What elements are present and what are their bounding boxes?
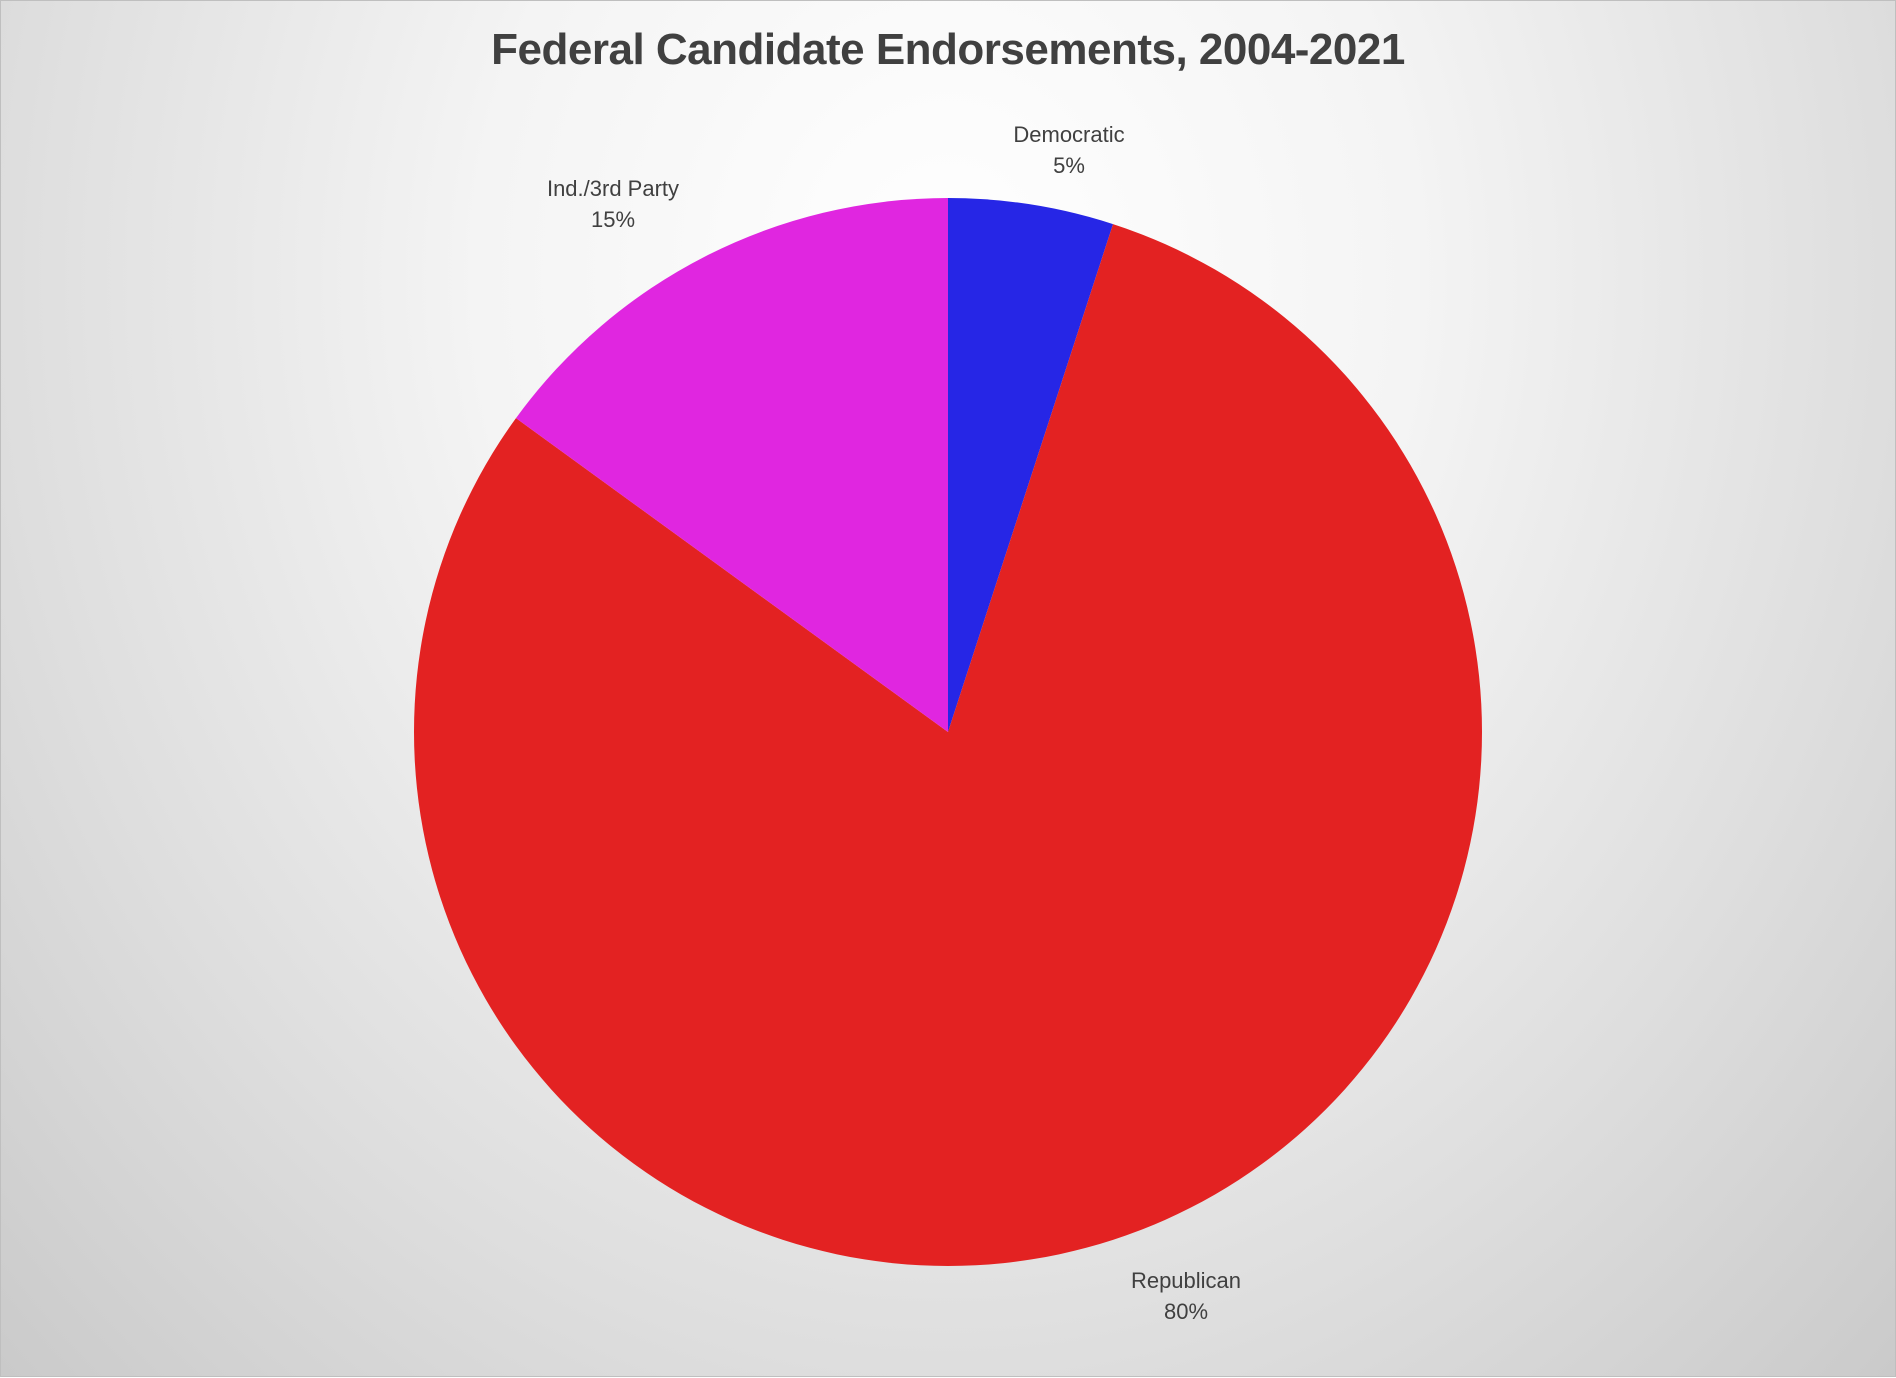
- data-label-category: Democratic: [1013, 122, 1124, 147]
- pie-slice-ind-3rd-party: [515, 198, 948, 732]
- pie-slice-republican: [413, 224, 1482, 1267]
- chart-title: Federal Candidate Endorsements, 2004-202…: [491, 25, 1405, 74]
- data-label-category: Ind./3rd Party: [547, 176, 679, 201]
- data-label-category: Republican: [1131, 1268, 1241, 1293]
- data-label-value: 15%: [591, 207, 635, 232]
- data-label-value: 80%: [1164, 1299, 1208, 1324]
- data-label-value: 5%: [1053, 153, 1085, 178]
- pie-slice-democratic: [948, 198, 1114, 732]
